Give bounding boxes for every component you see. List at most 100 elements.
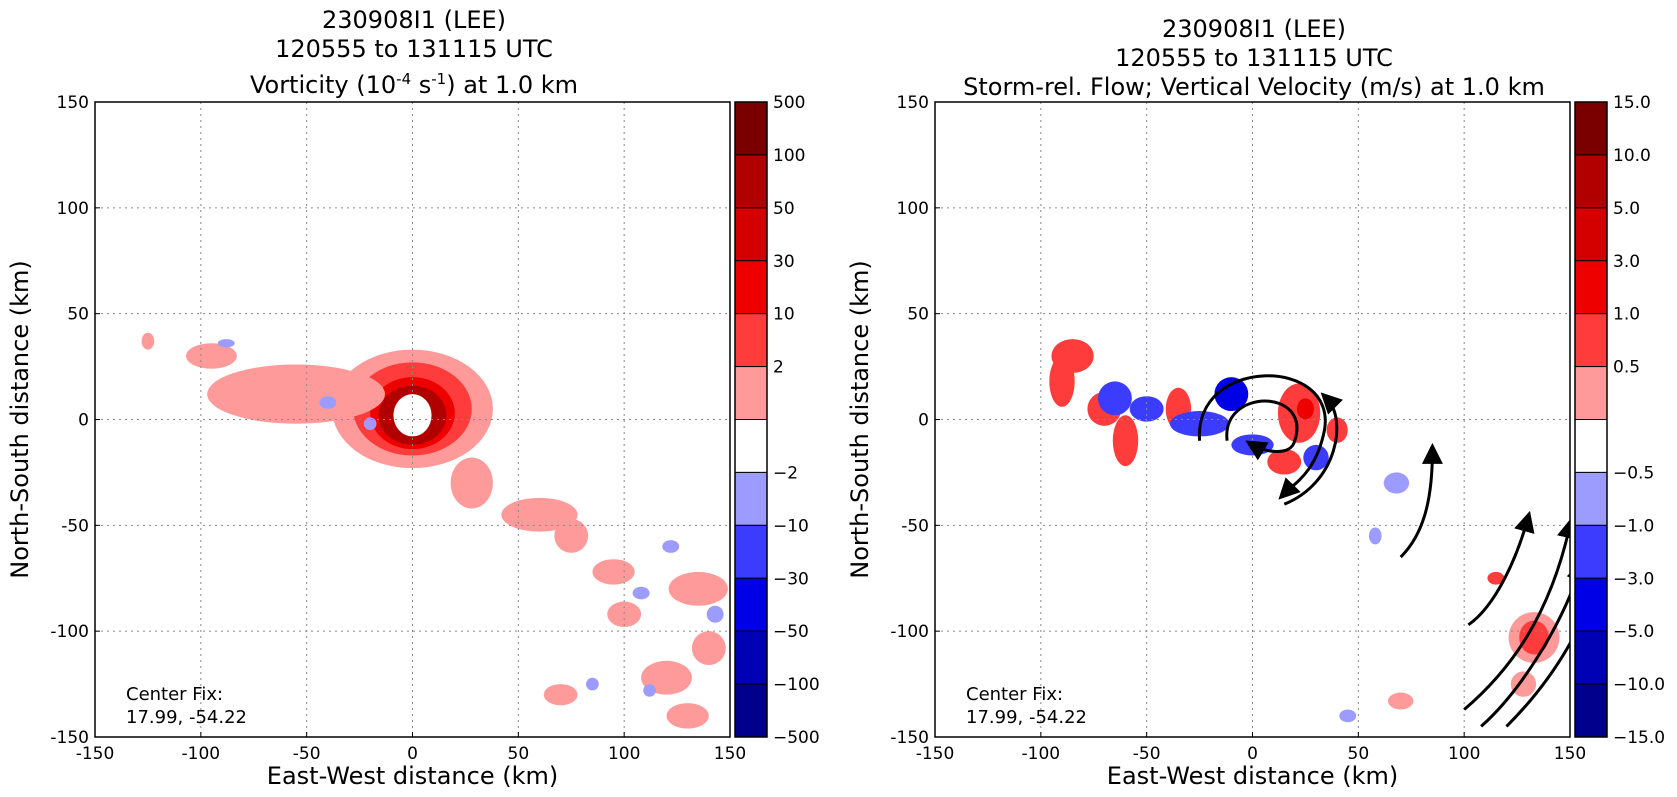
colorbar-label: −15.0 — [1613, 728, 1665, 748]
colorbar-label: −500 — [773, 728, 820, 748]
field-patch-3 — [1112, 415, 1139, 467]
x-tick-label: 150 — [1554, 744, 1586, 764]
colorbar-label: 0.5 — [1613, 358, 1640, 378]
y-tick-label: -150 — [890, 728, 929, 748]
field-patch-25 — [586, 677, 599, 691]
field-patch-22 — [1339, 709, 1357, 723]
field-patch-15 — [1383, 472, 1410, 494]
y-tick-label: -150 — [50, 728, 89, 748]
x-tick-label: 100 — [1448, 744, 1480, 764]
field-patch-18 — [319, 396, 337, 409]
center-fix-value: 17.99, -54.22 — [126, 707, 247, 728]
colorbar-label: 5.0 — [1613, 199, 1640, 219]
colorbar-label: −2 — [773, 463, 798, 483]
colorbar-frame — [734, 101, 768, 738]
x-tick-label: 100 — [608, 744, 640, 764]
colorbar-label: −10 — [773, 516, 809, 536]
field-patch-11 — [592, 559, 635, 585]
colorbar-label: 30 — [773, 252, 795, 272]
colorbar-label: −1.0 — [1613, 516, 1654, 536]
plot-frame — [94, 101, 731, 738]
colorbar-bin-4 — [1574, 313, 1608, 368]
field-patch-20 — [1510, 671, 1537, 697]
field-patch-16 — [1368, 527, 1382, 545]
colorbar-label: 3.0 — [1613, 252, 1640, 272]
field-patch-16 — [543, 684, 578, 706]
streamline — [1283, 392, 1343, 506]
colorbar-label: 100 — [773, 146, 805, 166]
colorbar-bin-7 — [734, 471, 768, 526]
y-tick-label: 50 — [907, 305, 929, 325]
title-line-1: 230908I1 (LEE) — [322, 6, 506, 34]
center-fix-label: Center Fix: — [126, 684, 223, 705]
colorbar-label: −0.5 — [1613, 463, 1654, 483]
center-fix-value: 17.99, -54.22 — [966, 707, 1087, 728]
field-patch-17 — [666, 703, 709, 729]
field-layer — [141, 332, 728, 729]
field-patch-21 — [662, 540, 680, 553]
streamline-layer — [1198, 374, 1570, 728]
colorbar-bin-10 — [734, 630, 768, 685]
colorbar-label: −10.0 — [1613, 675, 1665, 695]
vertical-velocity-panel: 230908I1 (LEE) 120555 to 131115 UTC Stor… — [846, 15, 1665, 790]
y-tick-label: -100 — [50, 622, 89, 642]
streamline — [1480, 559, 1570, 728]
field-patch-19 — [363, 417, 377, 431]
y-tick-label: 150 — [897, 93, 929, 113]
colorbar-bin-10 — [1574, 630, 1608, 685]
colorbar-bin-2 — [1574, 207, 1608, 262]
field-patch-21 — [1387, 692, 1414, 710]
y-tick-label: 150 — [57, 93, 89, 113]
y-tick-label: 0 — [78, 411, 89, 431]
x-tick-label: -50 — [1133, 744, 1161, 764]
colorbar-bin-11 — [1574, 683, 1608, 738]
colorbar-frame — [1574, 101, 1608, 738]
field-patch-24 — [643, 684, 656, 697]
colorbar-bin-5 — [1574, 366, 1608, 421]
x-tick-label: 50 — [1348, 744, 1370, 764]
x-tick-label: -100 — [1022, 744, 1061, 764]
colorbar-bin-6 — [1574, 419, 1608, 473]
field-patch-15 — [691, 631, 726, 666]
field-patch-4 — [1097, 381, 1132, 416]
colorbar-label: 1.0 — [1613, 305, 1640, 325]
field-layer — [1049, 339, 1560, 723]
y-tick-label: 0 — [918, 411, 929, 431]
colorbar-bin-1 — [734, 154, 768, 209]
colorbar-bin-5 — [734, 366, 768, 421]
colorbar-label: 15.0 — [1613, 93, 1651, 113]
colorbar-bin-3 — [734, 260, 768, 315]
title-variable: Storm-rel. Flow; Vertical Velocity (m/s)… — [963, 73, 1545, 101]
colorbar-bin-9 — [1574, 577, 1608, 632]
x-tick-label: 50 — [508, 744, 530, 764]
colorbar-label: 2 — [773, 358, 784, 378]
streamline — [1225, 399, 1299, 461]
field-patch-11 — [1267, 449, 1302, 475]
colorbar-bin-0 — [1574, 101, 1608, 156]
field-patch-6 — [186, 343, 237, 369]
field-patch-22 — [632, 586, 650, 600]
x-tick-label: 0 — [407, 744, 418, 764]
colorbar-bin-8 — [734, 524, 768, 579]
colorbar-bin-3 — [1574, 260, 1608, 315]
field-patch-17 — [1487, 571, 1505, 585]
vorticity-panel: 230908I1 (LEE) 120555 to 131115 UTC Vort… — [6, 6, 820, 790]
title-variable: Vorticity (10-4 s-1) at 1.0 km — [250, 70, 578, 99]
streamline — [1467, 510, 1535, 627]
colorbar-label: −50 — [773, 622, 809, 642]
y-tick-label: -100 — [890, 622, 929, 642]
field-patch-12 — [607, 601, 642, 627]
title-line-2: 120555 to 131115 UTC — [275, 35, 553, 63]
field-patch-5 — [207, 364, 385, 424]
field-patch-20 — [217, 339, 235, 348]
colorbar-label: −100 — [773, 675, 820, 695]
field-patch-23 — [706, 605, 724, 623]
y-tick-label: 100 — [897, 199, 929, 219]
colorbar-bin-8 — [1574, 524, 1608, 579]
x-tick-label: -150 — [76, 744, 115, 764]
colorbar-bin-4 — [734, 313, 768, 368]
center-fix-label: Center Fix: — [966, 684, 1063, 705]
plot-frame — [934, 101, 1571, 738]
y-tick-label: -50 — [901, 516, 929, 536]
